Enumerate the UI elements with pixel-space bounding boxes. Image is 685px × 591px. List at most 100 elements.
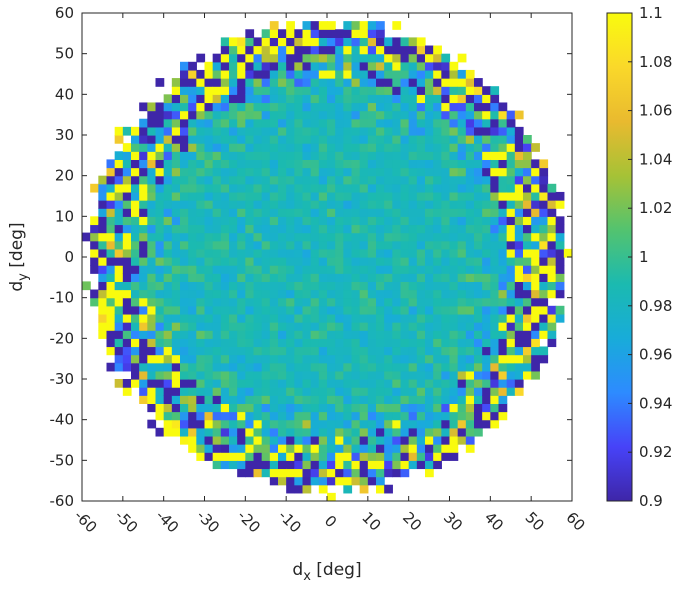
- heatmap-cell: [384, 411, 393, 421]
- heatmap-cell: [506, 126, 516, 136]
- heatmap-cell: [392, 289, 402, 299]
- heatmap-cell: [269, 29, 279, 38]
- heatmap-cell: [490, 419, 500, 429]
- heatmap-cell: [343, 379, 353, 388]
- heatmap-cell: [220, 45, 230, 55]
- x-axis-title: dx [deg]: [292, 560, 361, 584]
- heatmap-cell: [416, 232, 426, 242]
- heatmap-cell: [237, 208, 246, 217]
- heatmap-cell: [139, 322, 148, 331]
- heatmap-cell: [351, 167, 361, 177]
- heatmap-cell: [310, 305, 320, 315]
- heatmap-cell: [318, 395, 328, 404]
- heatmap-cell: [408, 37, 418, 47]
- heatmap-cell: [408, 460, 418, 470]
- heatmap-cell: [498, 216, 508, 226]
- heatmap-cell: [465, 289, 475, 299]
- heatmap-cell: [269, 468, 279, 478]
- heatmap-cell: [261, 53, 271, 63]
- heatmap-cell: [294, 330, 304, 339]
- heatmap-cell: [131, 322, 140, 331]
- heatmap-cell: [294, 102, 304, 112]
- heatmap-cell: [220, 362, 230, 372]
- heatmap-cell: [278, 29, 287, 38]
- heatmap-cell: [392, 126, 402, 136]
- heatmap-cell: [310, 387, 320, 396]
- heatmap-cell: [465, 224, 475, 234]
- heatmap-cell: [245, 118, 255, 128]
- heatmap-cell: [294, 257, 304, 266]
- heatmap-cell: [220, 94, 230, 104]
- heatmap-cell: [163, 273, 173, 282]
- heatmap-cell: [400, 45, 410, 55]
- heatmap-cell: [310, 403, 320, 413]
- heatmap-cell: [122, 208, 132, 217]
- heatmap-cell: [441, 94, 451, 104]
- heatmap-cell: [392, 143, 402, 152]
- heatmap-cell: [457, 159, 467, 169]
- heatmap-cell: [131, 200, 140, 209]
- heatmap-cell: [212, 78, 222, 87]
- heatmap-cell: [302, 191, 312, 201]
- heatmap-cell: [220, 257, 230, 266]
- heatmap-cell: [269, 403, 279, 413]
- heatmap-cell: [180, 435, 189, 445]
- heatmap-cell: [408, 305, 418, 315]
- heatmap-cell: [147, 175, 157, 185]
- heatmap-cell: [302, 61, 312, 71]
- heatmap-cell: [384, 273, 393, 282]
- heatmap-cell: [139, 216, 148, 226]
- heatmap-cell: [367, 338, 377, 348]
- heatmap-cell: [229, 45, 238, 55]
- heatmap-cell: [229, 135, 238, 144]
- heatmap-cell: [376, 435, 385, 445]
- heatmap-cell: [376, 102, 385, 112]
- heatmap-cell: [425, 313, 434, 323]
- heatmap-cell: [335, 37, 344, 47]
- heatmap-cell: [163, 305, 173, 315]
- heatmap-cell: [147, 191, 157, 201]
- heatmap-cell: [269, 338, 279, 348]
- heatmap-cell: [147, 240, 157, 250]
- heatmap-cell: [237, 452, 246, 461]
- heatmap-cell: [457, 435, 467, 445]
- colorbar-tick-label: 1.04: [639, 150, 672, 168]
- heatmap-cell: [457, 200, 467, 209]
- heatmap-cell: [392, 257, 402, 266]
- heatmap-cell: [498, 224, 508, 234]
- heatmap-cell: [310, 151, 320, 160]
- heatmap-cell: [384, 444, 393, 453]
- heatmap-cell: [122, 151, 132, 160]
- heatmap-cell: [327, 240, 336, 250]
- heatmap-cell: [433, 69, 442, 79]
- heatmap-cell: [384, 143, 393, 152]
- heatmap-cell: [441, 191, 451, 201]
- heatmap-cell: [237, 395, 246, 404]
- heatmap-cell: [490, 143, 500, 152]
- heatmap-cell: [449, 427, 459, 437]
- heatmap-cell: [474, 419, 483, 429]
- colorbar: [606, 12, 633, 502]
- heatmap-cell: [278, 135, 287, 144]
- heatmap-cell: [212, 435, 222, 445]
- heatmap-cell: [171, 248, 181, 258]
- heatmap-cell: [278, 110, 287, 120]
- heatmap-cell: [245, 232, 255, 242]
- heatmap-cell: [204, 419, 214, 429]
- heatmap-cell: [188, 78, 197, 87]
- heatmap-cell: [359, 232, 369, 242]
- heatmap-cell: [408, 240, 418, 250]
- heatmap-cell: [327, 45, 336, 55]
- heatmap-cell: [212, 403, 222, 413]
- heatmap-cell: [302, 37, 312, 47]
- heatmap-cell: [122, 183, 132, 193]
- heatmap-cell: [318, 216, 328, 226]
- heatmap-cell: [245, 297, 255, 307]
- heatmap-cell: [318, 305, 328, 315]
- heatmap-cell: [498, 167, 508, 177]
- heatmap-cell: [367, 200, 377, 209]
- heatmap-cell: [155, 265, 165, 274]
- heatmap-cell: [359, 297, 369, 307]
- heatmap-cell: [343, 118, 353, 128]
- heatmap-cell: [343, 322, 353, 331]
